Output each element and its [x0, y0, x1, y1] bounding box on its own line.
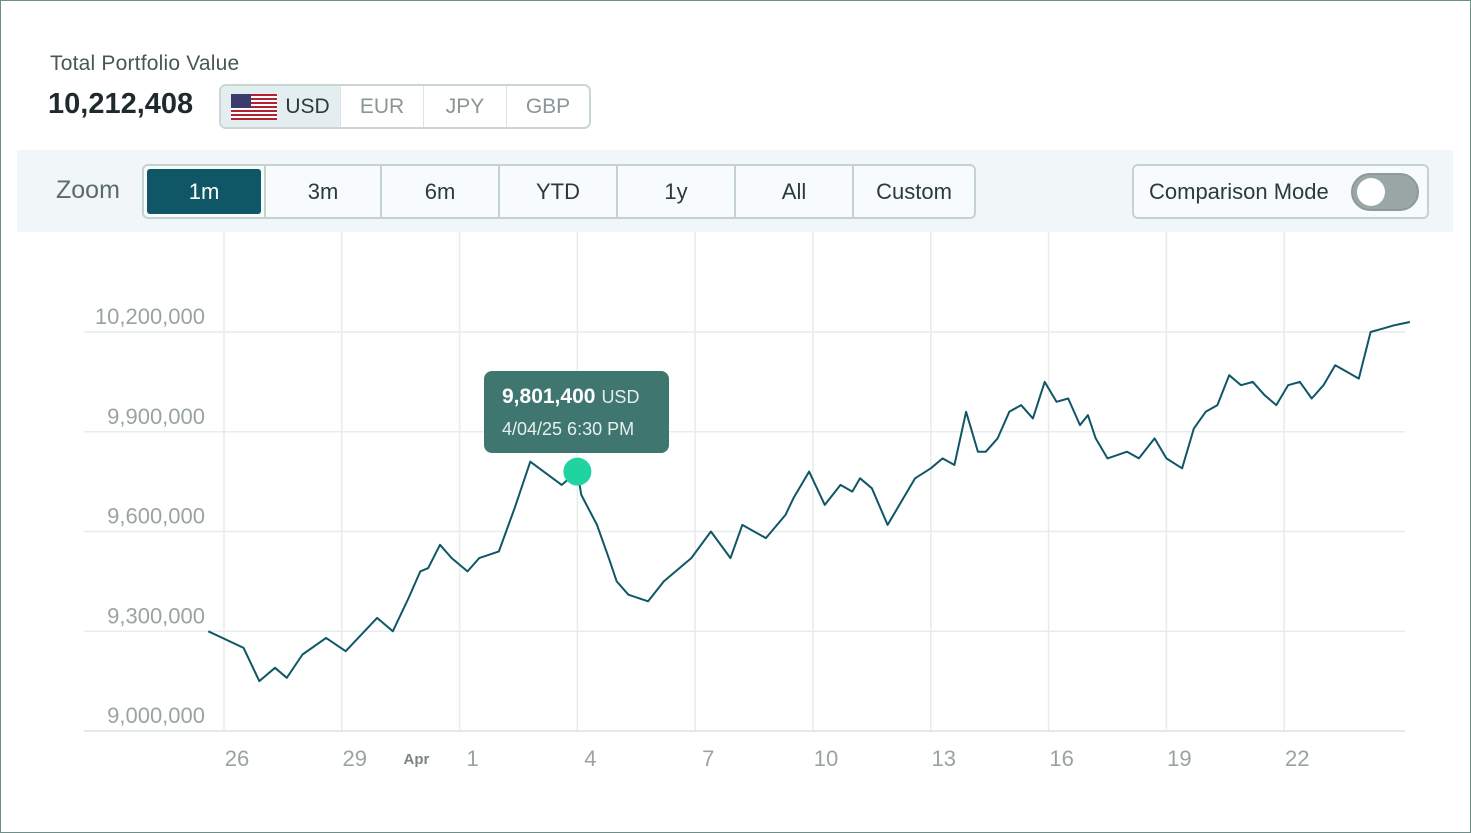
y-tick-label: 9,300,000 [107, 603, 205, 628]
x-tick-label: 7 [702, 746, 714, 771]
x-tick-label: 26 [225, 746, 249, 771]
currency-eur-button[interactable]: EUR [341, 86, 424, 127]
portfolio-title: Total Portfolio Value [50, 52, 240, 75]
series-line [207, 321, 1411, 683]
comparison-mode-label: Comparison Mode [1149, 178, 1329, 204]
zoom-custom-button[interactable]: Custom [854, 166, 974, 217]
currency-gbp-label: GBP [525, 94, 571, 118]
comparison-mode-control: Comparison Mode [1132, 164, 1429, 219]
x-tick-label: 19 [1167, 746, 1191, 771]
toggle-knob [1357, 178, 1385, 206]
zoom-1m-button[interactable]: 1m [147, 169, 261, 214]
zoom-1y-button[interactable]: 1y [618, 166, 736, 217]
currency-selector: USD EUR JPY GBP [219, 84, 591, 129]
x-tick-label: 16 [1049, 746, 1073, 771]
y-tick-label: 9,600,000 [107, 504, 205, 529]
y-tick-label: 10,200,000 [95, 304, 205, 329]
x-tick-label: 22 [1285, 746, 1309, 771]
comparison-mode-toggle[interactable] [1351, 173, 1419, 211]
currency-gbp-button[interactable]: GBP [507, 86, 589, 127]
zoom-3m-button[interactable]: 3m [264, 166, 382, 217]
us-flag-icon [231, 93, 278, 120]
y-tick-label: 9,000,000 [107, 703, 205, 728]
currency-jpy-button[interactable]: JPY [424, 86, 507, 127]
zoom-all-button[interactable]: All [736, 166, 854, 217]
currency-eur-label: EUR [359, 94, 405, 118]
zoom-label: Zoom [56, 176, 120, 204]
portfolio-total-value: 10,212,408 [48, 88, 194, 120]
x-tick-label: 1 [466, 746, 478, 771]
zoom-selector: 1m 3m 6m YTD 1y All Custom [142, 164, 976, 219]
x-month-label: Apr [403, 751, 429, 768]
tooltip-unit: USD [601, 387, 640, 407]
zoom-6m-button[interactable]: 6m [382, 166, 500, 217]
chart-tooltip: 9,801,400 USD 4/04/25 6:30 PM [484, 371, 669, 453]
currency-usd-button[interactable]: USD [221, 86, 341, 127]
currency-usd-label: USD [285, 94, 330, 118]
x-tick-label: 10 [814, 746, 838, 771]
tooltip-datetime: 4/04/25 6:30 PM [502, 419, 635, 439]
currency-jpy-label: JPY [445, 94, 485, 118]
x-tick-label: 29 [343, 746, 367, 771]
x-tick-label: 13 [932, 746, 956, 771]
tooltip-value: 9,801,400 [502, 385, 596, 408]
highlight-point-marker[interactable] [563, 457, 592, 486]
portfolio-line-chart: 9,000,000 9,300,000 9,600,000 9,900,000 10,2… [84, 232, 1411, 771]
x-tick-label: 4 [584, 746, 596, 771]
y-tick-label: 9,900,000 [107, 404, 205, 429]
zoom-ytd-button[interactable]: YTD [500, 166, 618, 217]
